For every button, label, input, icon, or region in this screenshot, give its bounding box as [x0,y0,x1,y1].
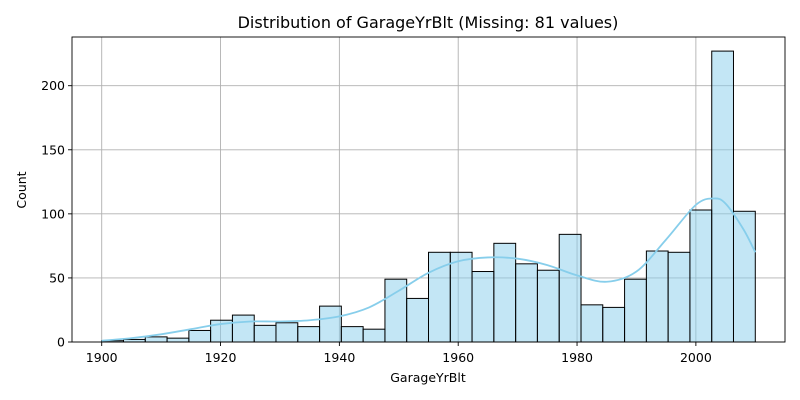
histogram-bar [471,271,495,343]
y-tick-label: 200 [41,78,65,93]
y-tick-label: 0 [57,335,65,350]
histogram-bar [253,324,277,343]
x-tick-label: 1940 [323,350,355,365]
x-tick-label: 1900 [86,350,118,365]
y-axis-label: Count [14,171,29,208]
y-tick-label: 150 [41,142,65,157]
histogram-bar [558,233,582,343]
histogram-bar [231,314,255,343]
histogram-bar [645,250,669,343]
histogram-bar [188,329,212,343]
x-tick-label: 1980 [561,350,593,365]
y-axis-ticks: 0 50 100 150 200 [41,78,72,350]
histogram-bar [166,337,190,343]
histogram-bar [667,251,691,343]
histogram-bar [144,336,168,343]
histogram-bar [624,278,647,343]
histogram-bar [449,251,473,343]
histogram-bar [602,306,626,343]
histogram-bar [340,326,364,343]
histogram-bar [406,297,430,343]
histogram-bar [711,50,734,343]
histogram-bar [580,304,604,343]
x-tick-label: 1920 [205,350,237,365]
x-tick-label: 2000 [680,350,712,365]
bars [101,50,756,343]
chart-title: Distribution of GarageYrBlt (Missing: 81… [238,13,619,32]
y-tick-label: 100 [41,206,65,221]
plot-frame [71,36,786,343]
x-axis-ticks: 1900 1920 1940 1960 1980 2000 [86,342,712,365]
histogram-bar [319,305,342,343]
histogram-bar [362,328,386,343]
x-axis-label: GarageYrBlt [390,370,466,385]
histogram-bar [515,263,538,343]
y-tick-label: 50 [49,270,65,285]
histogram-bar [536,269,560,343]
kde-curve [101,197,757,342]
histogram-bar [275,322,299,343]
histogram-bar [689,209,713,343]
histogram-bar [297,326,321,343]
histogram-bar [428,251,451,343]
x-tick-label: 1960 [442,350,474,365]
